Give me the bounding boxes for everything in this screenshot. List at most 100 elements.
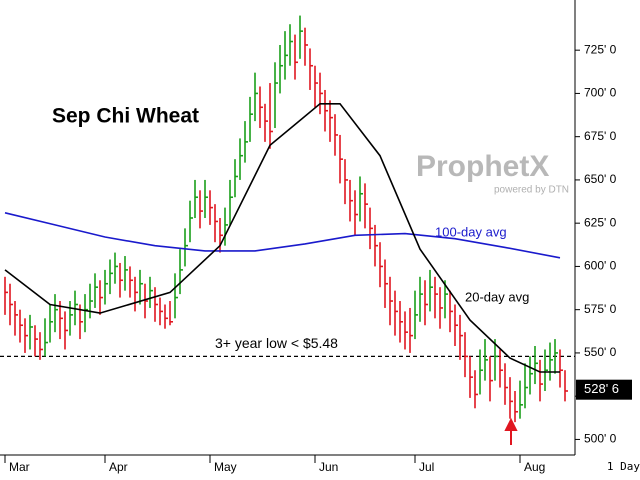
period-label: 1 Day [607, 460, 640, 473]
y-tick-label: 700' 0 [584, 86, 617, 100]
price-bar [184, 228, 188, 267]
price-bar [509, 377, 513, 419]
price-bar [409, 307, 413, 353]
x-tick-label: Aug [524, 460, 545, 474]
price-bar [264, 103, 268, 142]
price-bar [139, 269, 143, 305]
y-tick-label: 575' 0 [584, 302, 617, 316]
price-bar [159, 297, 163, 326]
price-bar [364, 183, 368, 229]
price-bar [389, 276, 393, 326]
price-bar [249, 96, 253, 142]
price-bar [234, 159, 238, 198]
price-bar [519, 380, 523, 419]
price-bar [549, 342, 553, 381]
price-bar [489, 356, 493, 402]
price-bar [69, 301, 73, 336]
price-bar [99, 280, 103, 315]
price-bar [314, 65, 318, 108]
price-bar [244, 121, 248, 163]
price-bar [54, 294, 58, 333]
price-bar [539, 359, 543, 402]
price-bar [394, 290, 398, 336]
x-tick-label: Apr [109, 460, 128, 474]
price-bar [454, 304, 458, 347]
price-bar [344, 159, 348, 205]
price-bar [554, 339, 558, 374]
y-tick-label: 650' 0 [584, 172, 617, 186]
price-bar [219, 217, 223, 253]
price-bar [374, 224, 378, 267]
price-bar [479, 349, 483, 395]
chart-title: Sep Chi Wheat [52, 105, 199, 128]
x-tick-label: Jun [319, 460, 338, 474]
price-bar [169, 301, 173, 326]
price-bar [129, 266, 133, 298]
price-bar [499, 349, 503, 388]
price-bar [104, 269, 108, 305]
y-tick-label: 725' 0 [584, 42, 617, 56]
price-bar [134, 276, 138, 312]
price-bar [444, 280, 448, 319]
price-bar [424, 280, 428, 326]
price-bar [19, 309, 23, 343]
series-label: 20-day avg [465, 289, 529, 304]
price-bar [14, 301, 18, 336]
y-tick-label: 600' 0 [584, 259, 617, 273]
price-bar [304, 27, 308, 66]
price-bar [189, 200, 193, 243]
price-bar [429, 269, 433, 312]
price-bar [559, 349, 563, 388]
price-bar [229, 179, 233, 225]
last-price-box [576, 379, 632, 400]
price-bar [114, 252, 118, 284]
price-bar [9, 283, 13, 326]
last-price-label: 528' 6 [584, 381, 619, 396]
price-bar [474, 370, 478, 409]
price-bar [174, 273, 178, 319]
price-bar [339, 134, 343, 184]
price-bar [59, 301, 63, 340]
price-bar [514, 390, 518, 423]
price-bar [419, 276, 423, 322]
x-tick-label: May [214, 460, 237, 474]
price-bar [29, 314, 33, 350]
price-bar [84, 294, 88, 333]
price-bar [494, 339, 498, 381]
price-bar [39, 332, 43, 360]
price-bar [319, 72, 323, 115]
price-bar [504, 363, 508, 405]
price-bar [449, 290, 453, 333]
price-bar [299, 15, 303, 59]
price-bar [279, 44, 283, 94]
price-bar [209, 190, 213, 225]
price-bar [529, 356, 533, 395]
price-bar [154, 287, 158, 322]
price-bar [274, 62, 278, 129]
price-bar [224, 207, 228, 246]
price-bar [439, 287, 443, 329]
y-tick-label: 550' 0 [584, 345, 617, 359]
price-bar [354, 190, 358, 236]
y-tick-label: 675' 0 [584, 129, 617, 143]
price-bar [379, 242, 383, 288]
price-bar [194, 179, 198, 218]
price-bar [434, 276, 438, 319]
price-bar [74, 290, 78, 326]
moving-average [4, 103, 560, 373]
price-bar [284, 31, 288, 80]
price-bar [544, 349, 548, 391]
price-bar [44, 318, 48, 357]
reference-label: 3+ year low < $5.48 [215, 335, 338, 351]
price-bar [64, 311, 68, 350]
x-tick-label: Jul [419, 460, 434, 474]
price-bar [324, 89, 328, 132]
price-bar [214, 204, 218, 243]
series-label: 100-day avg [435, 224, 507, 239]
price-bar [49, 304, 53, 343]
x-tick-label: Mar [9, 460, 30, 474]
price-bar [534, 346, 538, 385]
price-bar [254, 72, 258, 122]
